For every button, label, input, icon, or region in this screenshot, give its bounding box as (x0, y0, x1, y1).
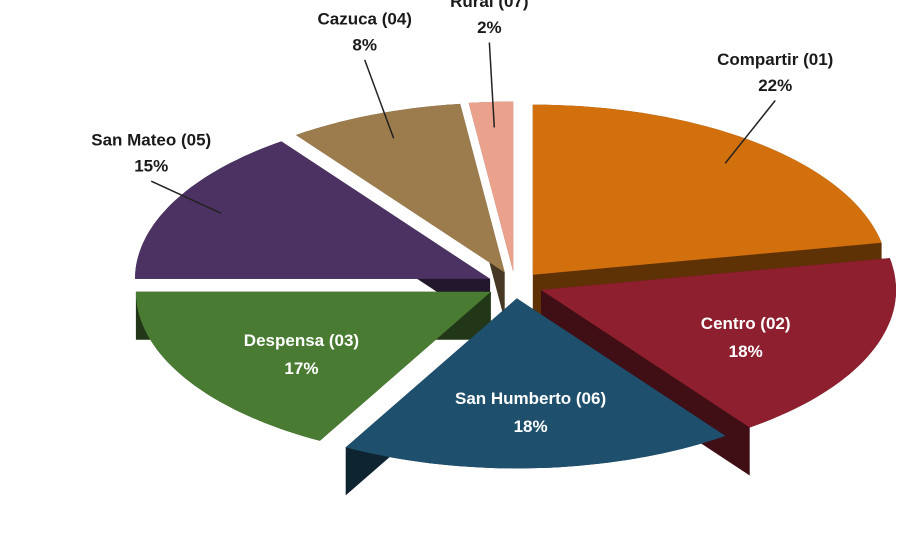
slice (296, 103, 505, 273)
slice-value: 22% (758, 76, 792, 95)
slice-label: San Mateo (05) (91, 131, 211, 150)
slice (532, 104, 882, 275)
slice-label: Compartir (01) (717, 50, 833, 69)
leader-line (724, 100, 776, 164)
leader-line (488, 42, 496, 128)
slice-label: Centro (02) (701, 314, 791, 333)
slice (468, 101, 514, 272)
slice-value: 18% (514, 417, 548, 436)
slice (345, 298, 726, 469)
slice-label: Cazuca (04) (317, 9, 411, 28)
slice (135, 291, 491, 441)
slice-value: 18% (729, 342, 763, 361)
slice-value: 17% (284, 359, 318, 378)
slice (135, 141, 491, 279)
slice-value: 2% (477, 18, 502, 37)
leader-line (150, 180, 222, 214)
slice-label: San Humberto (06) (455, 389, 606, 408)
leader-line (364, 59, 395, 139)
slice-value: 15% (134, 157, 168, 176)
slice-label: Rural (07) (450, 0, 528, 11)
slice (541, 258, 896, 428)
slice-value: 8% (352, 35, 377, 54)
slice-label: Despensa (03) (244, 331, 359, 350)
